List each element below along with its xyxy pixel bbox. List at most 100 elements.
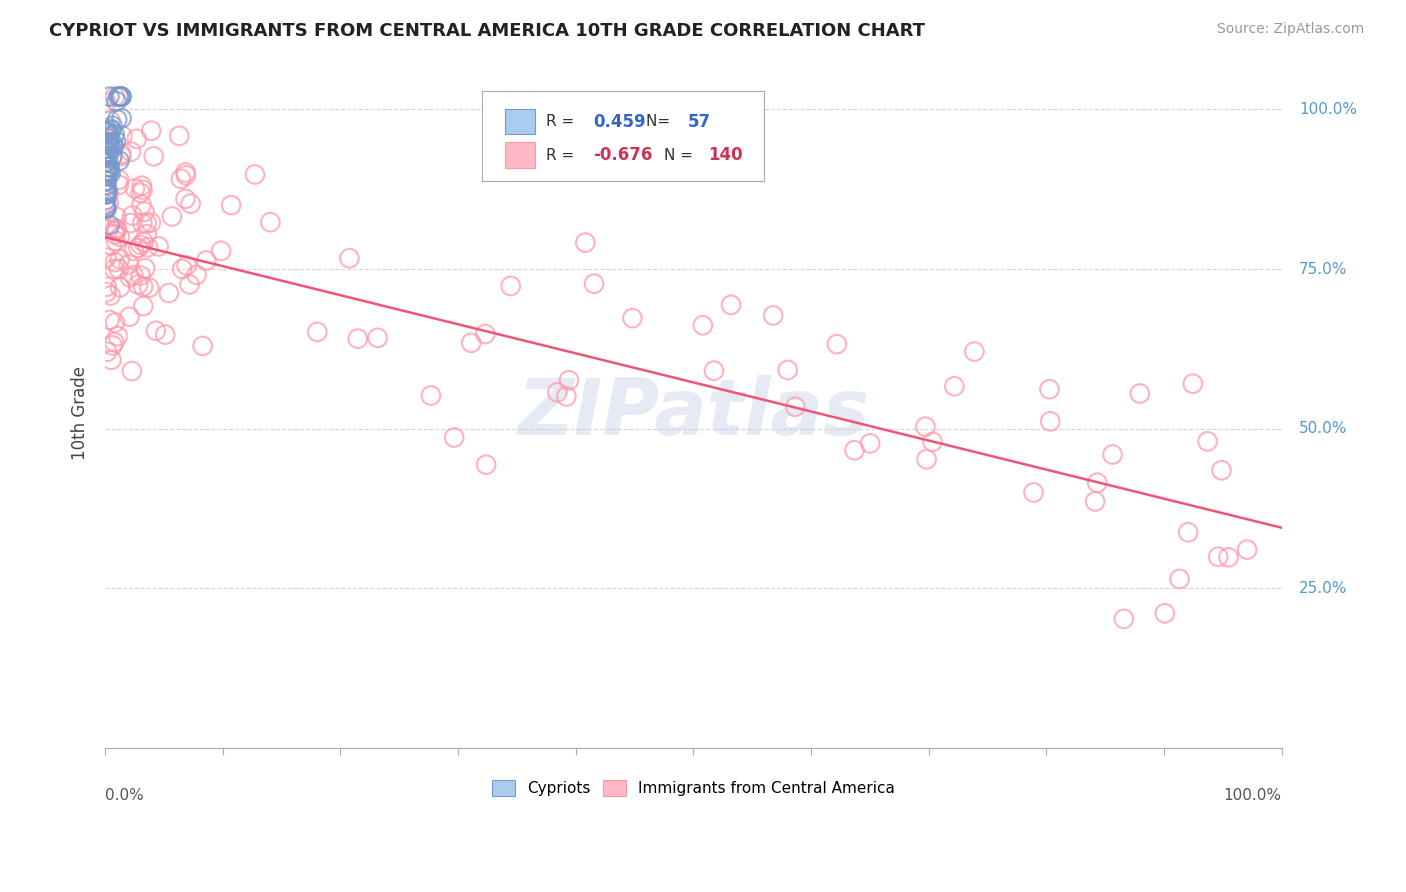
Point <box>94 186 117 200</box>
Point <box>1085 475 1108 490</box>
Point <box>94 197 117 211</box>
Point <box>97 165 120 179</box>
Point <box>104 234 127 248</box>
Point <box>108 89 131 103</box>
Point <box>499 279 522 293</box>
Point <box>621 311 644 326</box>
FancyBboxPatch shape <box>482 91 763 181</box>
Bar <box>505 143 534 168</box>
Point <box>98 218 121 232</box>
Point <box>94 187 117 202</box>
Point <box>97 223 120 237</box>
Point <box>111 89 134 103</box>
Point <box>111 112 134 126</box>
Text: 0.0%: 0.0% <box>105 789 143 804</box>
Point <box>96 178 118 192</box>
Point <box>243 168 266 182</box>
Point <box>104 227 127 242</box>
Point <box>101 136 124 151</box>
Point <box>132 279 155 293</box>
Point <box>1153 607 1175 621</box>
Point <box>1181 376 1204 391</box>
Point <box>98 164 121 178</box>
Point <box>97 136 120 151</box>
Point <box>1022 485 1045 500</box>
Point <box>179 277 201 292</box>
Point <box>108 153 131 168</box>
Point <box>104 128 127 142</box>
Point <box>94 156 117 170</box>
Point <box>174 165 197 179</box>
Point <box>96 344 118 359</box>
Point <box>108 252 131 267</box>
Point <box>108 178 131 192</box>
Text: 100.0%: 100.0% <box>1299 102 1357 117</box>
Text: 0.459: 0.459 <box>593 112 645 131</box>
Point <box>825 337 848 351</box>
Point <box>135 216 157 230</box>
Point <box>127 241 149 255</box>
Point <box>104 224 127 238</box>
Point <box>98 160 121 174</box>
Point <box>127 277 149 292</box>
Point <box>110 89 132 103</box>
Point <box>1218 550 1240 565</box>
Point <box>574 235 596 250</box>
Point <box>104 316 127 330</box>
Point <box>118 257 141 271</box>
Point <box>1039 414 1062 428</box>
Point <box>94 202 117 217</box>
Point <box>785 400 807 414</box>
Point <box>94 141 117 155</box>
Text: ZIPatlas: ZIPatlas <box>517 375 869 450</box>
Point <box>134 204 156 219</box>
Point <box>420 388 443 402</box>
Point <box>104 221 127 235</box>
Point <box>94 200 117 214</box>
Point <box>346 332 368 346</box>
Point <box>859 436 882 450</box>
Point <box>103 140 125 154</box>
Point <box>153 327 176 342</box>
Point <box>105 222 128 236</box>
Point <box>124 181 146 195</box>
Point <box>915 452 938 467</box>
Point <box>97 132 120 146</box>
Y-axis label: 10th Grade: 10th Grade <box>72 366 89 459</box>
Point <box>157 285 180 300</box>
Point <box>100 166 122 180</box>
Point <box>108 280 131 294</box>
Point <box>209 244 232 258</box>
Point <box>96 164 118 178</box>
Text: 75.0%: 75.0% <box>1299 261 1347 277</box>
Point <box>104 134 127 148</box>
Point <box>118 310 141 324</box>
Point <box>100 288 122 302</box>
Point <box>96 285 118 299</box>
Point <box>555 389 578 403</box>
Point <box>174 192 197 206</box>
Point <box>1168 572 1191 586</box>
Point <box>141 124 163 138</box>
Point <box>96 201 118 215</box>
Point <box>98 187 121 202</box>
Point <box>104 89 127 103</box>
Point <box>170 172 193 186</box>
Point <box>101 151 124 165</box>
Point <box>1101 448 1123 462</box>
Point <box>1129 386 1152 401</box>
Point <box>943 379 966 393</box>
Point <box>191 339 214 353</box>
Point <box>125 132 148 146</box>
Point <box>174 168 197 182</box>
Point <box>120 145 142 159</box>
Point <box>97 164 120 178</box>
Point <box>111 128 134 143</box>
Point <box>558 373 581 387</box>
Point <box>110 149 132 163</box>
Point <box>963 344 986 359</box>
Point <box>148 239 170 253</box>
Point <box>103 262 125 277</box>
Point <box>98 313 121 327</box>
Point <box>97 163 120 178</box>
